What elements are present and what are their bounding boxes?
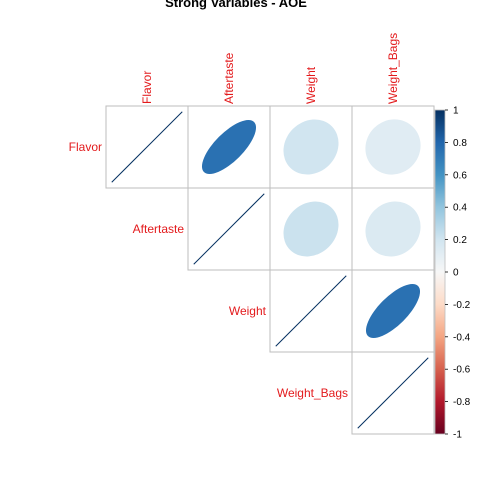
colorbar-tick-label: -0.4	[453, 332, 471, 343]
colorbar-gradient	[434, 109, 446, 435]
column-label-Weight_Bags: Weight_Bags	[386, 33, 400, 104]
ellipse-Aftertaste-Weight_Bags	[365, 201, 421, 257]
row-label-Weight_Bags: Weight_Bags	[277, 386, 348, 400]
colorbar-tick-label: -1	[453, 430, 462, 441]
ellipse-Flavor-Flavor	[111, 111, 183, 183]
colorbar: 1 0.8 0.6 0.4 0.2 0 -0.2 -0.4 -0.6 -0.8 -1	[434, 106, 471, 441]
column-label-Weight: Weight	[304, 66, 318, 104]
colorbar-tick-label: 0.4	[453, 203, 467, 214]
colorbar-tick-label: -0.2	[453, 300, 471, 311]
row-label-Aftertaste: Aftertaste	[133, 222, 185, 236]
labels-layer: Flavor Aftertaste Weight Weight_Bags Flavor A…	[69, 33, 400, 400]
ellipse-Flavor-Weight_Bags	[365, 119, 421, 175]
ellipse-Weight-Weight_Bags	[365, 283, 421, 339]
row-label-Flavor: Flavor	[69, 140, 102, 154]
chart-title: Strong Variables - AOE	[165, 0, 307, 10]
colorbar-tick-label: 1	[453, 106, 459, 117]
ellipse-Weight-Weight	[275, 275, 347, 347]
colorbar-tick-label: 0.6	[453, 170, 467, 181]
ellipse-Flavor-Weight	[283, 119, 339, 175]
colorbar-tick-label: -0.8	[453, 397, 471, 408]
cells-layer	[105, 105, 435, 435]
column-label-Flavor: Flavor	[140, 71, 154, 104]
colorbar-tick-label: 0.8	[453, 138, 467, 149]
colorbar-tick-label: 0.2	[453, 235, 467, 246]
cell-Weight_Bags-Weight_Bags	[351, 351, 435, 435]
ellipse-Aftertaste-Weight	[283, 201, 339, 257]
ellipse-Weight_Bags-Weight_Bags	[357, 357, 429, 429]
row-label-Weight: Weight	[229, 304, 267, 318]
colorbar-tick-label: -0.6	[453, 365, 471, 376]
ellipse-Aftertaste-Aftertaste	[193, 193, 265, 265]
colorbar-tick-label: 0	[453, 268, 459, 279]
ellipse-Flavor-Aftertaste	[201, 119, 257, 175]
column-label-Aftertaste: Aftertaste	[222, 52, 236, 104]
